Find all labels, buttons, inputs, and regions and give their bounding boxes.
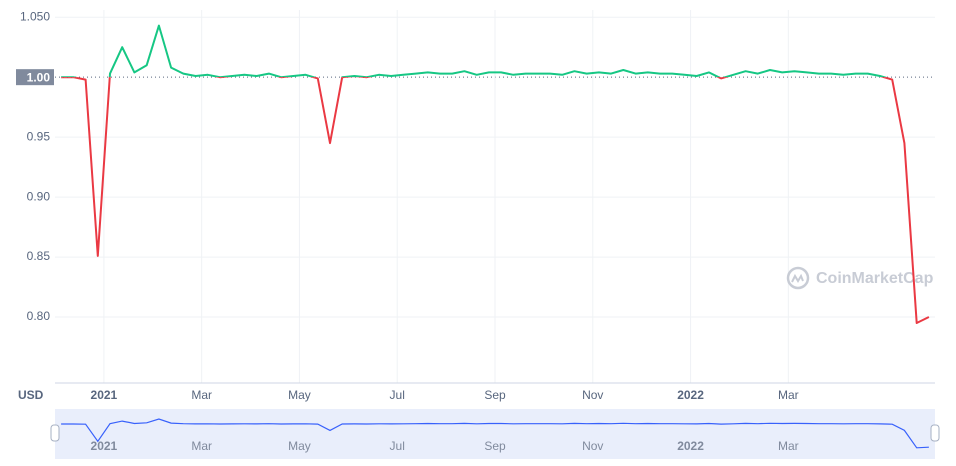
navigator-handle-left[interactable] — [50, 424, 60, 442]
navigator-handle-right[interactable] — [930, 424, 940, 442]
price-line-up — [61, 24, 888, 78]
y-tick-label: 0.80 — [27, 309, 51, 323]
y-tick-label: 0.85 — [27, 249, 51, 263]
x-tick-label: Mar — [191, 388, 212, 402]
x-tick-label: Jul — [390, 388, 405, 402]
navigator-line — [61, 418, 929, 449]
x-tick-label: 2022 — [677, 388, 704, 402]
y-tick-label: 0.95 — [27, 129, 51, 143]
navigator-tick-label: 2021 — [91, 439, 118, 453]
navigator-tick-label: Mar — [191, 439, 212, 453]
watermark-text: CoinMarketCap — [816, 270, 934, 287]
x-tick-label: Sep — [484, 388, 506, 402]
x-tick-label: May — [288, 388, 311, 402]
current-price-box — [16, 69, 54, 86]
navigator-tick-label: 2022 — [677, 439, 704, 453]
unit-label: USD — [18, 388, 44, 402]
watermark: CoinMarketCap — [786, 266, 934, 290]
y-tick-label: 0.90 — [27, 189, 51, 203]
x-tick-label: Mar — [778, 388, 799, 402]
navigator-tick-label: Sep — [484, 439, 506, 453]
x-tick-label: Nov — [582, 388, 603, 402]
x-tick-label: 2021 — [91, 388, 118, 402]
navigator-tick-label: Jul — [390, 439, 405, 453]
navigator-tick-label: Nov — [582, 439, 603, 453]
navigator-tick-label: Mar — [778, 439, 799, 453]
y-tick-label: 1.050 — [20, 9, 50, 23]
y-tick-label: 1.00 — [27, 70, 51, 84]
navigator-tick-label: May — [288, 439, 311, 453]
navigator-window[interactable] — [55, 409, 935, 459]
